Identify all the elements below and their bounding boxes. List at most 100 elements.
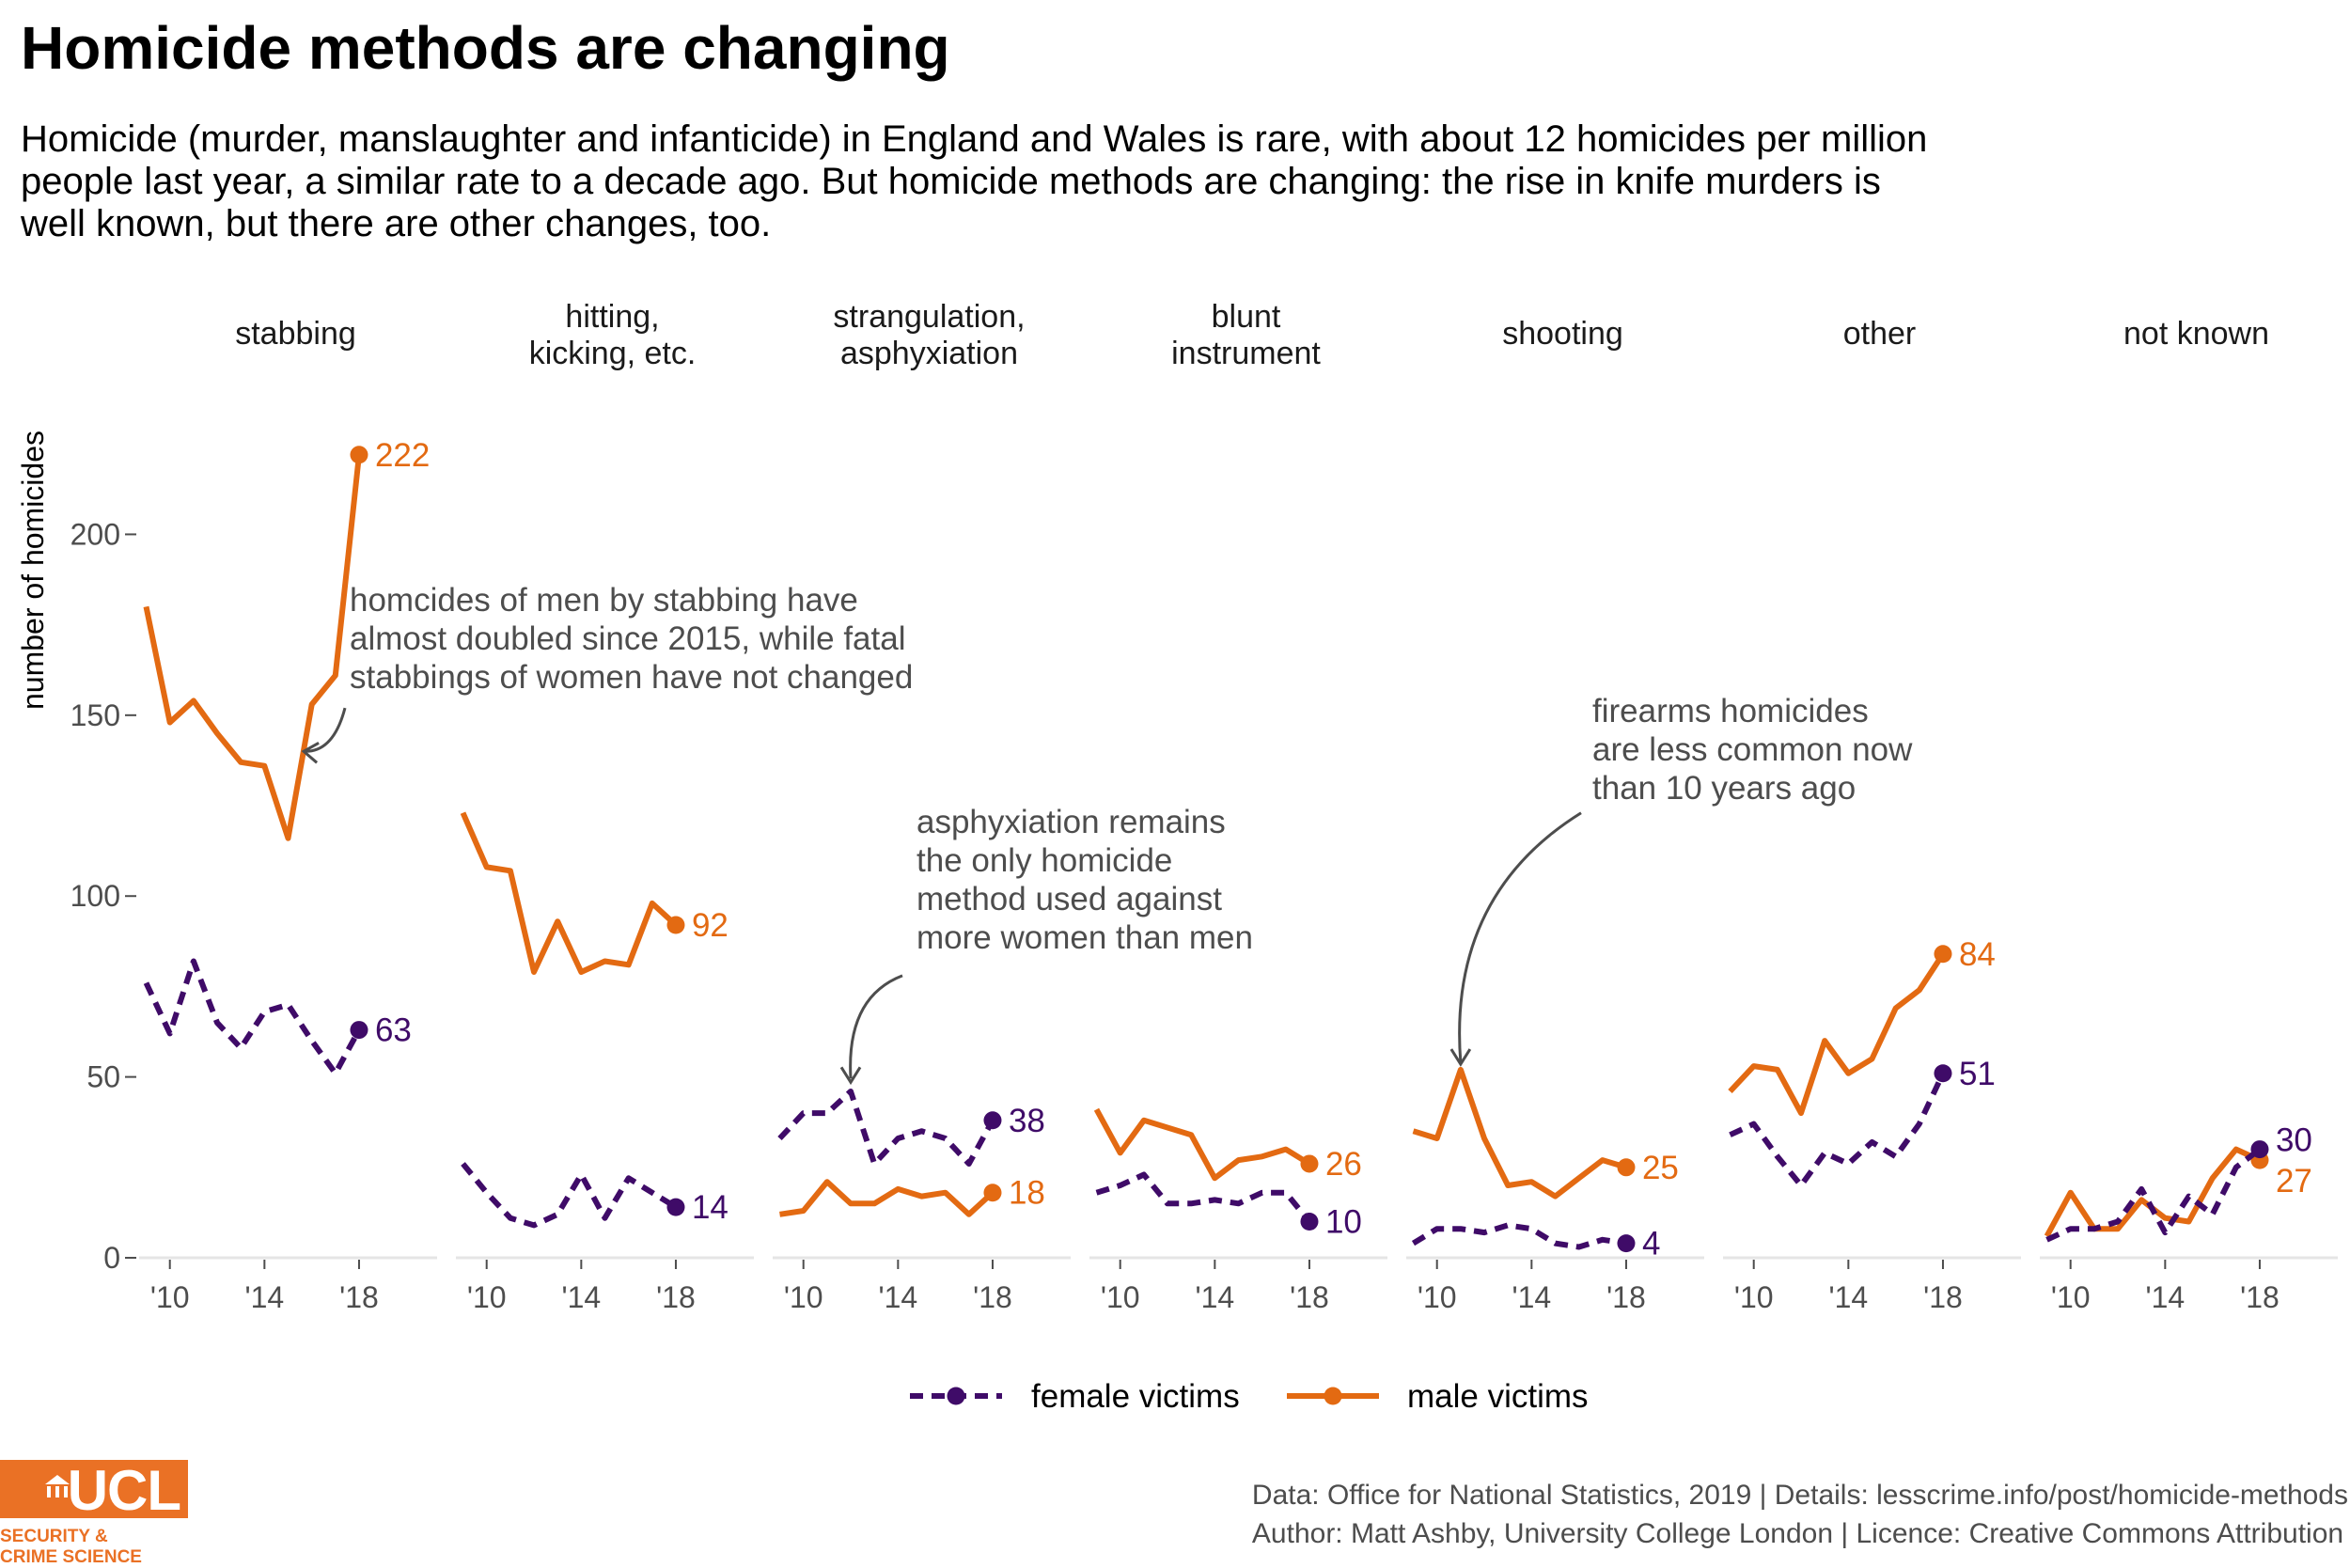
panel-title: blunt: [1212, 299, 1281, 335]
chart-title: Homicide methods are changing: [21, 14, 950, 82]
annotations-group: 222 63 92 14 38 18 26 10 25 4 84 51 30 27 homcides of …: [301, 437, 2312, 1262]
legend-key-point: [947, 1387, 965, 1405]
annotation-arrow: [1458, 811, 1582, 1063]
legend-label: male victims: [1407, 1378, 1589, 1415]
portico-icon: [45, 1475, 70, 1497]
y-tick-label: 50: [86, 1060, 120, 1094]
x-tick-label: '10: [150, 1280, 190, 1314]
y-tick-label: 100: [70, 879, 120, 913]
end-label: 26: [1325, 1146, 1362, 1183]
male-end-point: [1934, 945, 1952, 964]
x-tick-label: '18: [973, 1280, 1012, 1314]
female-line: [1411, 1222, 1627, 1250]
end-label: 4: [1642, 1226, 1660, 1262]
x-tick-label: '10: [467, 1280, 507, 1314]
male-line: [779, 1179, 995, 1217]
panel-title: kicking, etc.: [529, 336, 697, 371]
legend-label: female victims: [1031, 1378, 1240, 1415]
panels-group: number of homicides 0 50 100 150 200 stabbing '…: [16, 299, 2338, 1314]
panel-title: hitting,: [565, 299, 659, 335]
male-line: [1093, 1107, 1311, 1182]
male-line: [143, 454, 362, 841]
panel-0: stabbing '10 '14 '18: [139, 316, 437, 1314]
chart-subtitle: Homicide (murder, manslaughter and infan…: [21, 118, 1928, 244]
y-tick-label: 200: [70, 517, 120, 551]
x-tick-label: '14: [1828, 1280, 1868, 1314]
x-tick-label: '18: [1606, 1280, 1646, 1314]
x-tick-label: '14: [1512, 1280, 1551, 1314]
panel-5: other '10 '14 '18: [1723, 316, 2021, 1314]
legend-key-point: [1324, 1387, 1342, 1405]
x-tick-label: '14: [244, 1280, 284, 1314]
female-line: [1729, 1072, 1946, 1188]
x-tick-label: '10: [1734, 1280, 1774, 1314]
annotation-text: firearms homicides: [1592, 693, 1869, 729]
annotation-text: homcides of men by stabbing have: [350, 582, 858, 619]
x-tick-label: '14: [878, 1280, 917, 1314]
y-tick-label: 150: [70, 698, 120, 732]
panel-title: asphyxiation: [840, 336, 1018, 371]
annotation-text: more women than men: [916, 919, 1253, 956]
end-label: 63: [375, 1012, 412, 1049]
x-tick-label: '10: [1418, 1280, 1457, 1314]
panel-1: hitting,kicking, etc. '10 '14 '18: [456, 299, 754, 1314]
male-end-point: [1617, 1158, 1636, 1177]
panel-title: shooting: [1502, 316, 1623, 352]
arrowhead: [839, 1066, 862, 1086]
panel-title: instrument: [1171, 336, 1321, 371]
footer: Data: Office for National Statistics, 20…: [1252, 1476, 2348, 1553]
female-line: [1095, 1171, 1312, 1224]
annotation-text: the only homicide: [916, 842, 1172, 879]
arrowhead: [301, 741, 320, 764]
female-line: [461, 1162, 678, 1229]
x-tick-label: '18: [2240, 1280, 2280, 1314]
panel-title: other: [1843, 316, 1917, 352]
male-end-point: [666, 916, 685, 934]
end-label: 84: [1959, 936, 1996, 973]
end-label: 222: [375, 437, 430, 474]
male-line: [2044, 1146, 2262, 1238]
end-label: 92: [692, 907, 728, 944]
female-end-point: [983, 1111, 1002, 1130]
annotation-text: asphyxiation remains: [916, 804, 1226, 840]
annotation-arrow: [849, 974, 903, 1079]
legend: female victims male victims: [910, 1378, 1589, 1415]
annotation-text: almost doubled since 2015, while fatal: [350, 620, 905, 657]
footer-author: Author: Matt Ashby, University College L…: [1251, 1518, 2344, 1549]
x-tick-label: '14: [2145, 1280, 2185, 1314]
end-label: 51: [1959, 1056, 1996, 1092]
arrowhead: [1449, 1048, 1472, 1067]
end-label: 25: [1642, 1150, 1679, 1186]
panel-2: strangulation,asphyxiation '10 '14 '18: [773, 299, 1071, 1314]
male-end-point: [983, 1184, 1002, 1202]
panel-title: strangulation,: [833, 299, 1025, 335]
female-end-point: [1300, 1213, 1319, 1231]
female-line: [777, 1089, 995, 1167]
annotation-arrow: [306, 707, 347, 753]
end-label: 14: [692, 1189, 728, 1226]
female-line: [2045, 1147, 2262, 1243]
male-line: [1728, 952, 1946, 1117]
panel-title: stabbing: [235, 316, 356, 352]
x-tick-label: '10: [2051, 1280, 2091, 1314]
x-tick-label: '14: [1195, 1280, 1234, 1314]
footer-source: Data: Office for National Statistics, 20…: [1251, 1480, 2348, 1511]
annotation-text: are less common now: [1592, 731, 1913, 768]
end-label: 38: [1009, 1103, 1045, 1139]
x-tick-label: '18: [1923, 1280, 1963, 1314]
x-tick-label: '10: [1101, 1280, 1140, 1314]
y-axis-label: number of homicides: [16, 431, 50, 710]
female-end-point: [1617, 1234, 1636, 1253]
annotation-text: method used against: [916, 881, 1222, 917]
end-label: 27: [2276, 1163, 2312, 1200]
ucl-logo-text: UCL: [67, 1459, 181, 1522]
ucl-logo-subtext: SECURITY & CRIME SCIENCE: [0, 1527, 142, 1567]
annotation-text: stabbings of women have not changed: [350, 659, 913, 696]
female-end-point: [1934, 1064, 1952, 1083]
annotation-text: than 10 years ago: [1592, 770, 1856, 807]
panel-4: shooting '10 '14 '18: [1406, 316, 1704, 1314]
female-line: [143, 958, 362, 1076]
x-tick-label: '14: [561, 1280, 601, 1314]
